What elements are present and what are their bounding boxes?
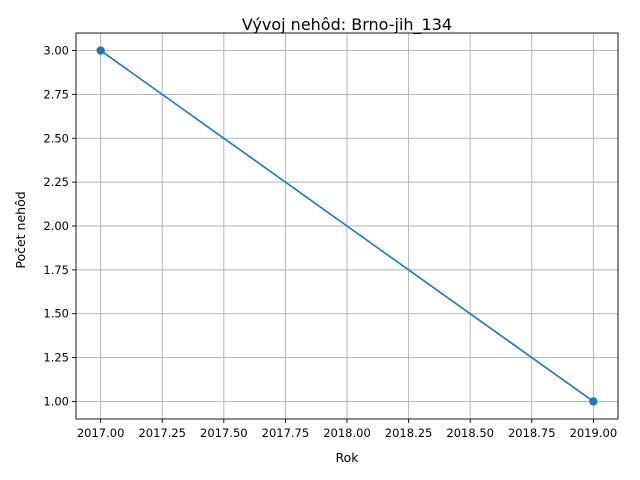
y-tick-label: 1.50 — [43, 307, 69, 321]
x-tick-label: 2018.50 — [446, 426, 494, 440]
x-tick-label: 2018.00 — [323, 426, 371, 440]
y-tick-label: 2.25 — [43, 175, 69, 189]
y-axis-label: Počet nehôd — [13, 191, 28, 268]
x-tick-label: 2017.75 — [262, 426, 310, 440]
x-tick-label: 2019.00 — [570, 426, 618, 440]
chart-title: Vývoj nehôd: Brno-jih_134 — [242, 15, 452, 35]
x-tick-label: 2017.50 — [200, 426, 248, 440]
y-tick-label: 1.25 — [43, 351, 69, 365]
y-tick-label: 2.50 — [43, 131, 69, 145]
y-tick-label: 2.75 — [43, 87, 69, 101]
y-tick-labels: 1.00 1.25 1.50 1.75 2.00 2.25 2.50 2.75 3.00 — [43, 44, 69, 409]
x-tick-label: 2018.25 — [385, 426, 433, 440]
series-line — [100, 49, 594, 403]
y-tick-label: 2.00 — [43, 219, 69, 233]
plot-frame — [75, 32, 619, 420]
y-tick-label: 3.00 — [43, 44, 69, 58]
y-tick-label: 1.75 — [43, 263, 69, 277]
grid-lines — [76, 33, 618, 419]
x-tick-label: 2017.25 — [138, 426, 186, 440]
x-tick-label: 2018.75 — [508, 426, 556, 440]
data-series — [96, 46, 598, 406]
data-point — [589, 397, 598, 406]
tick-marks — [72, 50, 594, 423]
y-tick-label: 1.00 — [43, 394, 69, 408]
data-point — [96, 46, 105, 55]
x-axis-label: Rok — [335, 450, 359, 465]
x-tick-label: 2017.00 — [77, 426, 125, 440]
x-tick-labels: 2017.00 2017.25 2017.50 2017.75 2018.00 2018.… — [77, 426, 617, 440]
